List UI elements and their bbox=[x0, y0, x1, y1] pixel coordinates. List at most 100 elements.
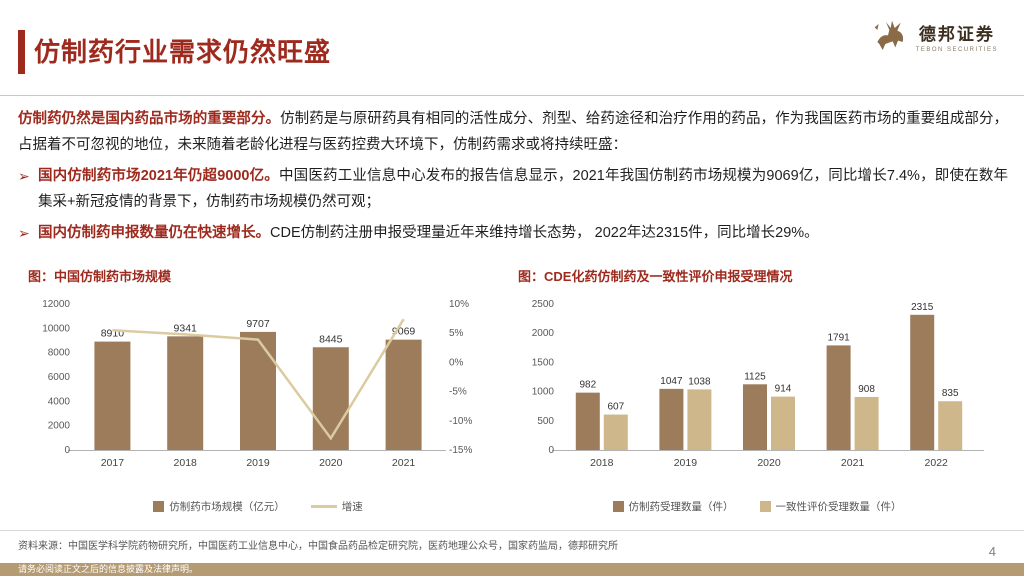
logo-deer-icon bbox=[868, 14, 908, 59]
chart-bar bbox=[94, 341, 131, 450]
legend-label: 一致性评价受理数量（件） bbox=[775, 501, 902, 513]
chart-text: 2021 bbox=[392, 457, 416, 469]
page-number: 4 bbox=[988, 544, 996, 559]
chart-text: 12000 bbox=[42, 299, 70, 310]
legend-item-generic: 仿制药受理数量（件） bbox=[612, 499, 734, 514]
bullet2-text: CDE仿制药注册申报受理量近年来维持增长态势， 2022年达2315件，同比增长… bbox=[270, 225, 819, 241]
bar-swatch-icon bbox=[759, 501, 771, 512]
chart-text: 908 bbox=[858, 384, 875, 395]
line-swatch-icon bbox=[310, 505, 337, 508]
legend-item-consistency: 一致性评价受理数量（件） bbox=[759, 499, 902, 514]
chart-text: 0% bbox=[449, 357, 464, 368]
chart-text: 2000 bbox=[532, 328, 555, 339]
logo-cn-text: 德邦证券 bbox=[918, 25, 995, 44]
chart-text: 1500 bbox=[532, 357, 555, 368]
chart-text: 2000 bbox=[48, 421, 71, 432]
chart-text: 8445 bbox=[319, 333, 343, 345]
title-accent-bar bbox=[18, 30, 25, 74]
bullet-item-market: ➢ 国内仿制药市场2021年仍超9000亿。中国医药工业信息中心发布的报告信息显示… bbox=[18, 163, 1008, 215]
bullet2-lead: 国内仿制药申报数量仍在快速增长。 bbox=[38, 225, 270, 241]
chart-text: 1047 bbox=[660, 376, 683, 387]
chart-bar bbox=[312, 347, 349, 450]
chart-text: 982 bbox=[579, 380, 596, 391]
chart-text: 9707 bbox=[246, 318, 270, 330]
bullet1-text: 中国医药工业信息中心发布的报告信息显示，2021年我国仿制药市场规模为9069亿… bbox=[38, 168, 1009, 210]
chart-text: 5% bbox=[449, 328, 464, 339]
legend-item-line: 增速 bbox=[310, 499, 363, 514]
chart-title-market-size: 图：中国仿制药市场规模 bbox=[28, 269, 172, 284]
intro-paragraph: 仿制药仍然是国内药品市场的重要部分。仿制药是与原研药具有相同的活性成分、剂型、给… bbox=[18, 106, 1008, 158]
chart-text: 2500 bbox=[532, 299, 555, 310]
chart-text: 0 bbox=[548, 445, 554, 456]
chart-bar bbox=[910, 314, 935, 450]
chart-text: 10000 bbox=[42, 323, 70, 334]
intro-text: 仿制药是与原研药具有相同的活性成分、剂型、给药途径和治疗作用的药品，作为我国医药… bbox=[18, 111, 1008, 153]
chart-text: 1038 bbox=[688, 376, 711, 387]
chart-bar bbox=[659, 388, 684, 450]
chart-market-size: 图：中国仿制药市场规模 0 2000 4000 6000 8000 10000 12000 1… bbox=[28, 266, 488, 514]
bullet1-lead: 国内仿制药市场2021年仍超9000亿。 bbox=[38, 168, 279, 184]
chart-bar bbox=[938, 401, 963, 450]
page-title: 仿制药行业需求仍然旺盛 bbox=[34, 37, 332, 67]
chart-text: 0 bbox=[64, 445, 70, 456]
legend-label: 仿制药受理数量（件） bbox=[628, 501, 734, 513]
bullet-arrow-icon: ➢ bbox=[18, 225, 30, 241]
intro-lead: 仿制药仍然是国内药品市场的重要部分。 bbox=[18, 111, 281, 127]
chart-text: 2018 bbox=[590, 457, 614, 469]
chart-text: 1125 bbox=[744, 371, 766, 382]
chart-text: 6000 bbox=[48, 372, 71, 383]
bar-swatch-icon bbox=[153, 501, 165, 512]
chart-text: 1000 bbox=[532, 387, 555, 398]
chart-text: -15% bbox=[449, 445, 472, 456]
legend-cde-filings: 仿制药受理数量（件） 一致性评价受理数量（件） bbox=[518, 499, 996, 514]
logo-en-text: TEBON SECURITIES bbox=[915, 47, 998, 53]
logo-text: 德邦证券 TEBON SECURITIES bbox=[916, 20, 998, 53]
logo-shape bbox=[876, 20, 903, 50]
chart-text: 2017 bbox=[101, 457, 125, 469]
chart-text: 914 bbox=[775, 384, 792, 395]
chart-bar bbox=[575, 392, 600, 450]
chart-text: 2018 bbox=[174, 457, 198, 469]
chart-text: 2315 bbox=[911, 302, 934, 313]
chart-text: -5% bbox=[449, 387, 467, 398]
chart-bar bbox=[385, 339, 422, 450]
logo: 德邦证券 TEBON SECURITIES bbox=[868, 14, 998, 59]
chart-text: 2021 bbox=[841, 457, 865, 469]
chart-bar bbox=[167, 336, 204, 450]
chart-bar bbox=[687, 389, 712, 450]
legend-market-size: 仿制药市场规模（亿元） 增速 bbox=[28, 499, 488, 514]
chart-text: -10% bbox=[449, 416, 472, 427]
source-note: 资料来源：中国医学科学院药物研究所，中国医药工业信息中心，中国食品药品检定研究院… bbox=[18, 541, 618, 552]
source-divider bbox=[0, 530, 1024, 531]
header-divider bbox=[0, 95, 1024, 96]
chart-title-cde-filings: 图：CDE化药仿制药及一致性评价申报受理情况 bbox=[518, 269, 793, 284]
chart-text: 9341 bbox=[174, 322, 198, 334]
bullet-item-filings: ➢ 国内仿制药申报数量仍在快速增长。CDE仿制药注册申报受理量近年来维持增长态势，… bbox=[18, 220, 1008, 246]
chart-bar bbox=[603, 414, 628, 450]
chart-text: 1791 bbox=[827, 332, 850, 343]
chart-text: 4000 bbox=[48, 396, 71, 407]
chart-trend-line bbox=[112, 318, 405, 441]
chart-text: 2019 bbox=[674, 457, 698, 469]
chart-text: 10% bbox=[449, 299, 469, 310]
chart-text: 2019 bbox=[246, 457, 270, 469]
chart-bar bbox=[240, 331, 276, 450]
legend-label: 仿制药市场规模（亿元） bbox=[169, 501, 285, 513]
bar-swatch-icon bbox=[612, 501, 624, 512]
chart-bar bbox=[771, 396, 795, 450]
chart-text: 8000 bbox=[48, 348, 71, 359]
body-text: 仿制药仍然是国内药品市场的重要部分。仿制药是与原研药具有相同的活性成分、剂型、给… bbox=[18, 106, 1008, 246]
chart-bar bbox=[854, 396, 879, 450]
bullet-arrow-icon: ➢ bbox=[18, 168, 30, 184]
disclaimer-strip: 请务必阅读正文之后的信息披露及法律声明。 bbox=[0, 563, 1024, 576]
chart-cde-filings: 图：CDE化药仿制药及一致性评价申报受理情况 0 500 1000 1500 2000 2… bbox=[518, 266, 996, 514]
cde-filings-chart-canvas: 0 500 1000 1500 2000 2500 982 607 2018 1047 1038 20… bbox=[532, 299, 984, 469]
chart-text: 2020 bbox=[319, 457, 343, 469]
chart-bar bbox=[826, 345, 851, 450]
chart-text: 835 bbox=[942, 388, 959, 399]
legend-label: 增速 bbox=[341, 501, 363, 513]
chart-bar bbox=[743, 384, 767, 450]
market-size-chart-canvas: 0 2000 4000 6000 8000 10000 12000 10% 5% 0% -5% -10… bbox=[42, 299, 472, 469]
legend-item-bar: 仿制药市场规模（亿元） bbox=[153, 499, 285, 514]
